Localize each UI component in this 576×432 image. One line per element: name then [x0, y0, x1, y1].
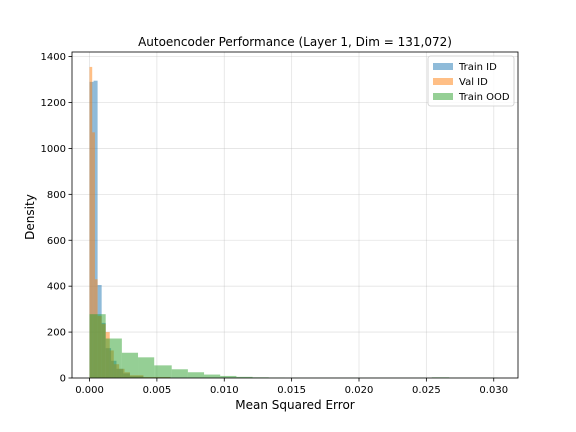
y-tick-label: 1400 [41, 52, 66, 63]
y-tick-label: 1200 [41, 98, 66, 109]
histogram-bars [89, 66, 498, 379]
x-axis-ticks: 0.000 0.005 0.010 0.015 0.020 0.025 0.030 [75, 378, 508, 396]
legend: Train ID Val ID Train OOD [427, 55, 515, 107]
x-tick-label: 0.020 [345, 385, 374, 396]
histogram-bar [220, 375, 237, 378]
y-tick-label: 1000 [41, 144, 66, 155]
y-tick-label: 400 [47, 282, 66, 293]
chart-title: Autoencoder Performance (Layer 1, Dim = … [138, 35, 452, 49]
x-tick-label: 0.005 [143, 385, 172, 396]
histogram-bar [121, 352, 139, 378]
x-tick-label: 0.030 [479, 385, 508, 396]
histogram-bar [92, 132, 95, 378]
histogram-bar [204, 374, 221, 378]
x-tick-label: 0.025 [412, 385, 441, 396]
x-axis-label: Mean Squared Error [235, 398, 355, 412]
x-tick-label: 0.015 [277, 385, 306, 396]
histogram-bar [93, 80, 98, 379]
legend-swatch [433, 63, 453, 70]
histogram-bar [89, 66, 93, 378]
histogram-bar [187, 372, 205, 378]
x-tick-label: 0.000 [75, 385, 104, 396]
legend-label: Train ID [458, 62, 497, 73]
histogram-bar [171, 369, 188, 378]
y-axis-label: Density [23, 194, 37, 240]
histogram-bar [236, 376, 253, 378]
x-tick-label: 0.010 [210, 385, 239, 396]
y-tick-label: 0 [60, 374, 66, 385]
y-tick-label: 200 [47, 328, 66, 339]
legend-swatch [433, 93, 453, 100]
y-tick-label: 800 [47, 190, 66, 201]
histogram-bar [89, 314, 106, 378]
histogram-bar [138, 357, 155, 378]
histogram-bar [154, 365, 172, 378]
legend-label: Val ID [459, 77, 488, 88]
legend-swatch [433, 78, 453, 85]
histogram-bar [105, 338, 122, 378]
y-axis-ticks: 0 200 400 600 800 1000 1200 1400 [41, 52, 72, 385]
legend-label: Train OOD [458, 92, 510, 103]
plot-frame [71, 51, 519, 379]
y-tick-label: 600 [47, 236, 66, 247]
